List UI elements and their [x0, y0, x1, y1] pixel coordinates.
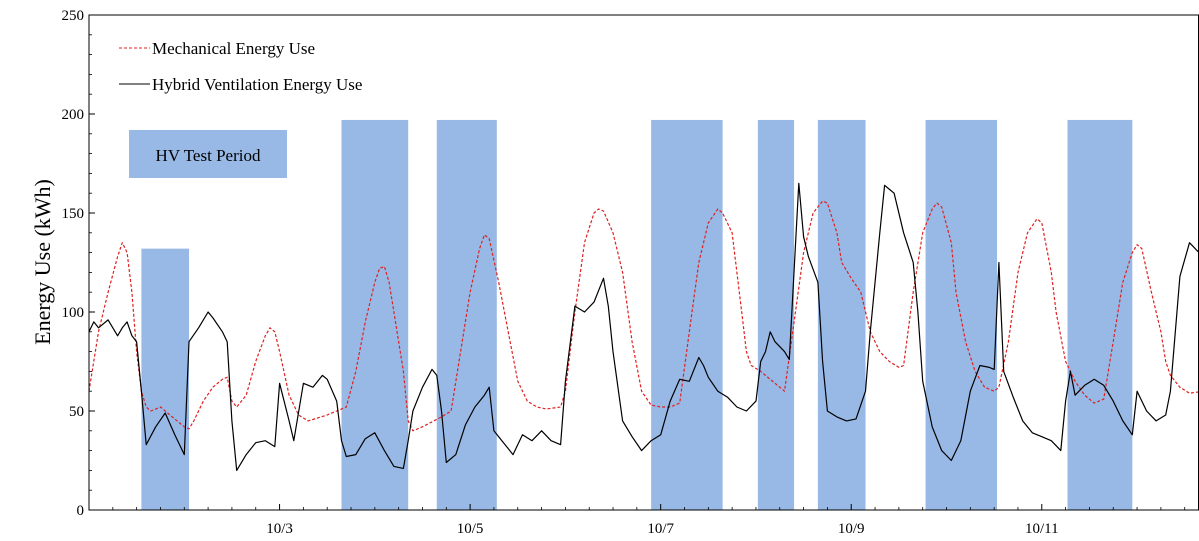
axes: 0 50 100 150 200 250 10/3 10/5 10/7 10/9 10/11	[62, 8, 1199, 537]
y-tick-label: 50	[69, 404, 84, 420]
y-axis-title: Energy Use (kWh)	[30, 179, 55, 345]
hv-test-period-bar-7	[925, 119, 998, 510]
y-tick-label: 250	[62, 8, 85, 24]
series-line-hybrid-ventilation	[89, 182, 1199, 471]
x-tick-label: 10/7	[647, 521, 674, 537]
y-tick-label: 0	[77, 503, 85, 519]
hv-test-period-key: HV Test Period	[129, 130, 287, 178]
x-tick-label: 10/5	[457, 521, 484, 537]
legend: Mechanical Energy Use Hybrid Ventilation…	[119, 39, 362, 94]
hv-test-period-bar-1	[141, 248, 190, 510]
hv-test-period-label: HV Test Period	[156, 146, 261, 165]
y-tick-label: 200	[62, 107, 85, 123]
hv-test-period-bar-6	[817, 119, 866, 510]
series-line-mechanical	[89, 200, 1199, 432]
hv-test-period-bar-4	[651, 119, 723, 510]
hv-test-period-bar-8	[1067, 119, 1133, 510]
legend-label-hybrid: Hybrid Ventilation Energy Use	[152, 75, 362, 94]
hv-test-periods	[141, 119, 1133, 510]
hv-test-period-bar-2	[341, 119, 409, 510]
x-tick-label: 10/3	[266, 521, 293, 537]
hv-test-period-bar-5	[757, 119, 795, 510]
series-layer	[89, 182, 1199, 471]
y-tick-label: 100	[62, 305, 85, 321]
y-tick-label: 150	[62, 206, 85, 222]
x-tick-label: 10/11	[1025, 521, 1059, 537]
legend-label-mechanical: Mechanical Energy Use	[152, 39, 315, 58]
hv-test-period-swatch	[129, 130, 287, 178]
x-tick-label: 10/9	[838, 521, 865, 537]
